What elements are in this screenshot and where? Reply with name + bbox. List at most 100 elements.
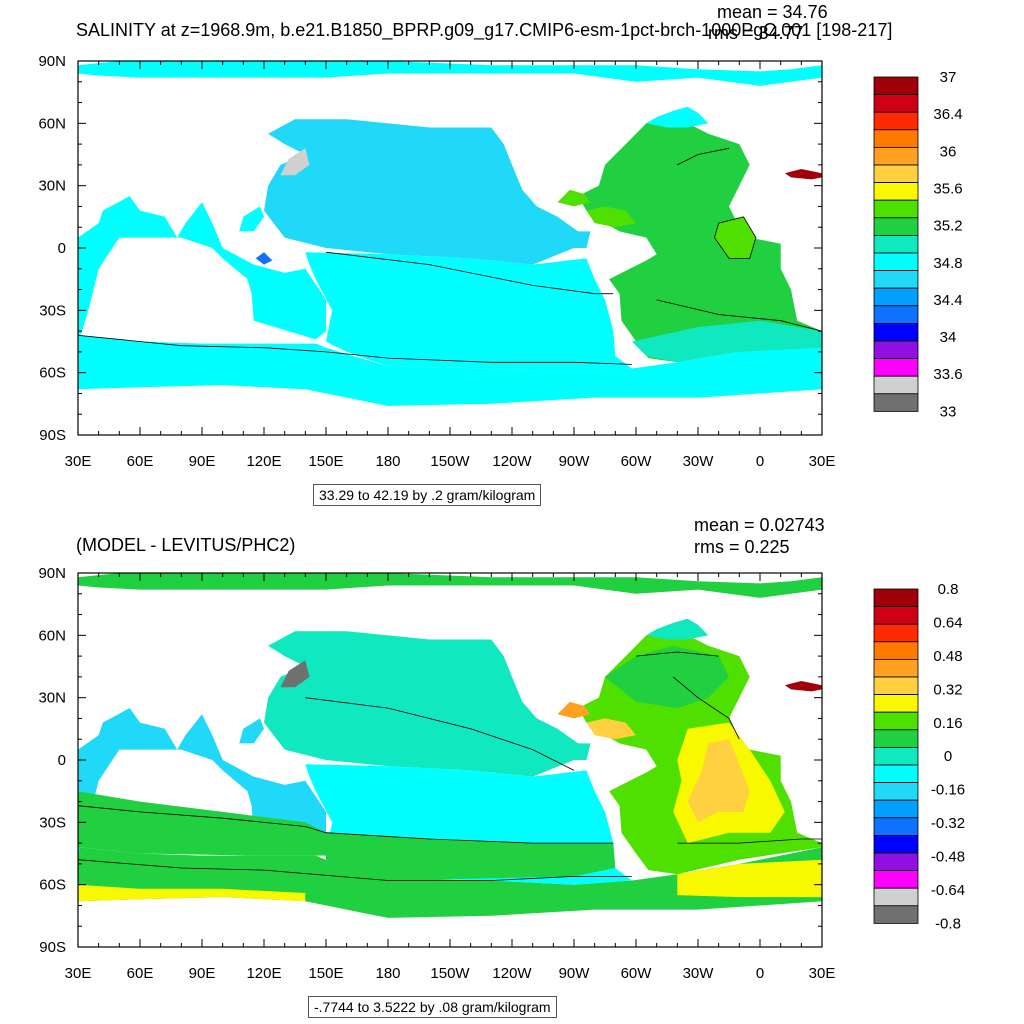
x-tick-label: 30W: [683, 453, 715, 470]
colorbar-swatch: [873, 146, 919, 166]
colorbar-label: 37: [940, 69, 957, 86]
colorbar-swatch: [873, 641, 919, 660]
salinity-panel-title: SALINITY at z=1968.9m, b.e21.B1850_BPRP.…: [76, 20, 893, 40]
colorbar-label: 0.48: [933, 648, 962, 665]
x-tick-label: 60E: [127, 453, 154, 470]
y-tick-label: 60N: [38, 627, 66, 644]
difference-map-axes: 30E 60E 90E 120E 150E 180 150W 120W 90W 60W 30W 0 30…: [38, 565, 835, 982]
pacific-green-band: [326, 832, 616, 881]
x-tick-label: 30E: [65, 453, 92, 470]
contour-line: [78, 859, 632, 881]
x-tick-label: 60W: [621, 453, 653, 470]
x-tick-label: 90E: [189, 453, 216, 470]
colorbar-label: -0.16: [931, 782, 965, 799]
colorbar-swatch: [873, 588, 919, 608]
indonesia-patch: [255, 252, 273, 265]
colorbar-swatch: [873, 764, 919, 784]
difference-rms-label: rms = 0.225: [694, 537, 790, 557]
ocean-region-japanSea: [280, 660, 310, 688]
y-tick-label: 60S: [39, 365, 66, 382]
salinity-contour-info: 33.29 to 42.19 by .2 gram/kilogram: [313, 484, 542, 506]
salinity-mean-label: mean = 34.76: [717, 2, 828, 22]
colorbar-swatch: [873, 799, 919, 819]
difference-map: [78, 573, 822, 918]
x-tick-label: 30W: [683, 965, 715, 982]
x-tick-label: 180: [375, 453, 400, 470]
ocean-region-caribbean: [586, 206, 636, 228]
contour-line: [656, 299, 822, 332]
y-tick-label: 60N: [38, 115, 66, 132]
colorbar-swatch: [873, 111, 919, 131]
colorbar-label: 0.32: [933, 681, 962, 698]
salinity-map: [78, 61, 822, 406]
contour-line: [325, 251, 614, 295]
ocean-region-atlantic: [578, 119, 822, 363]
x-tick-label: 90W: [559, 453, 591, 470]
atlantic-gold-core: [687, 739, 750, 823]
ocean-region-northPacific: [264, 631, 591, 777]
colorbar-swatch: [873, 676, 919, 696]
difference-contour-info: -.7744 to 3.5222 by .08 gram/kilogram: [308, 996, 557, 1018]
difference-mean-label: mean = 0.02743: [694, 515, 825, 535]
y-tick-label: 90N: [38, 565, 66, 582]
colorbar-label: 35.2: [933, 218, 962, 235]
colorbar-label: -0.8: [935, 915, 961, 932]
y-tick-label: 30N: [38, 690, 66, 707]
difference-panel-title: (MODEL - LEVITUS/PHC2): [76, 535, 296, 555]
x-tick-label: 120E: [246, 453, 281, 470]
x-tick-label: 0: [756, 965, 764, 982]
ocean-region-southern: [78, 847, 822, 918]
colorbar-label: 36: [940, 143, 957, 160]
colorbar-label: 34.8: [933, 255, 962, 272]
colorbar-label: 0: [944, 748, 952, 765]
contour-line: [305, 697, 575, 771]
colorbar-label: 36.4: [933, 106, 962, 123]
colorbar-swatch: [873, 887, 919, 907]
contour-line: [677, 147, 730, 166]
south-atlantic-band: [631, 320, 822, 363]
colorbar-swatch: [873, 606, 919, 625]
x-tick-label: 30E: [809, 965, 836, 982]
colorbar-swatch: [873, 729, 919, 748]
contour-line: [677, 838, 822, 844]
ocean-region-indian: [78, 196, 326, 342]
y-tick-label: 90S: [39, 427, 66, 444]
colorbar-label: 0.8: [938, 581, 959, 598]
colorbar-label: 33: [940, 403, 957, 420]
ocean-region-labrador: [646, 106, 709, 128]
x-tick-label: 180: [375, 965, 400, 982]
contour-line: [672, 676, 740, 740]
colorbar-swatch: [873, 270, 919, 289]
x-tick-label: 120W: [492, 965, 532, 982]
y-tick-label: 30S: [39, 302, 66, 319]
contour-line: [714, 216, 757, 259]
colorbar-label: 0.16: [933, 715, 962, 732]
x-tick-label: 150E: [308, 965, 343, 982]
ocean-region-labrador: [646, 618, 709, 640]
colorbar-label: 34: [940, 329, 957, 346]
colorbar-label: -0.64: [931, 882, 965, 899]
colorbar-swatch: [873, 694, 919, 713]
colorbar-swatch: [873, 711, 919, 731]
colorbar-swatch: [873, 217, 919, 236]
south-atlantic-yellow: [677, 859, 822, 898]
colorbar-swatch: [873, 76, 919, 96]
contour-line: [78, 334, 632, 365]
colorbar-swatch: [873, 164, 919, 184]
colorbar-swatch: [873, 252, 919, 272]
x-tick-label: 60E: [127, 965, 154, 982]
colorbar-swatch: [873, 623, 919, 643]
ocean-region-scs: [239, 718, 264, 744]
colorbar-swatch: [873, 747, 919, 766]
y-tick-label: 30N: [38, 178, 66, 195]
colorbar-swatch: [873, 817, 919, 836]
north-atlantic-green: [605, 645, 729, 709]
ocean-region-meddots: [784, 169, 822, 180]
ocean-region-japanSea: [280, 148, 310, 176]
colorbar-swatch: [873, 199, 919, 219]
colorbar-label: -0.32: [931, 815, 965, 832]
indian-green-band: [78, 791, 326, 856]
colorbar-swatch: [873, 287, 919, 307]
x-tick-label: 0: [756, 453, 764, 470]
ocean-region-gulfmex: [557, 701, 591, 719]
